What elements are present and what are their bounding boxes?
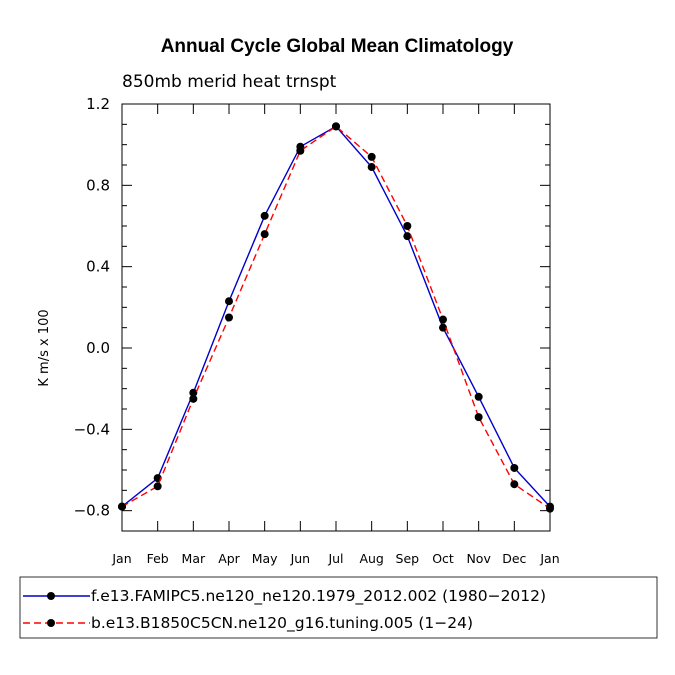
- legend-item-1: f.e13.FAMIPC5.ne120_ne120.1979_2012.002 …: [23, 587, 546, 606]
- y-tick-label: 0.8: [86, 176, 110, 194]
- y-tick-label: 0.4: [86, 258, 110, 276]
- legend-box: [19, 576, 658, 639]
- data-point: [260, 230, 269, 239]
- data-point: [510, 463, 519, 472]
- x-tick-label: Feb: [147, 551, 169, 566]
- chart-title: Annual Cycle Global Mean Climatology: [161, 36, 514, 57]
- y-tick-labels: −0.8 −0.4 0.0 0.4 0.8 1.2: [74, 95, 110, 520]
- series-line: [121, 125, 551, 508]
- series-line: [121, 125, 551, 510]
- x-tick-label: Jan: [539, 551, 559, 566]
- x-tick-labels: Jan Feb Mar Apr May Jun Jul Aug Sep Oct Nov Dec Jan: [111, 551, 559, 566]
- legend-marker: [47, 592, 55, 600]
- data-point: [367, 152, 376, 161]
- data-point: [474, 392, 483, 401]
- legend-marker: [47, 619, 55, 627]
- legend-item-2: b.e13.B1850C5CN.ne120_g16.tuning.005 (1−…: [23, 614, 473, 633]
- x-tick-label: Jun: [290, 551, 311, 566]
- data-point: [439, 315, 447, 324]
- data-point: [225, 313, 233, 322]
- x-tick-label: Mar: [182, 551, 206, 566]
- x-tick-label: Apr: [218, 551, 240, 566]
- x-tick-label: Sep: [396, 551, 420, 566]
- x-tick-label: Jan: [111, 551, 131, 566]
- legend: f.e13.FAMIPC5.ne120_ne120.1979_2012.002 …: [19, 576, 658, 639]
- legend-label: f.e13.FAMIPC5.ne120_ne120.1979_2012.002 …: [91, 587, 546, 606]
- data-point: [367, 163, 376, 172]
- y-tick-label: 0.0: [86, 339, 110, 357]
- plot-frame: [121, 103, 551, 532]
- ticks-layer: [121, 103, 551, 532]
- series-1: [118, 122, 554, 511]
- x-tick-label: Nov: [466, 551, 491, 566]
- data-point: [332, 122, 340, 131]
- series-2: [118, 122, 554, 513]
- x-tick-label: Oct: [432, 551, 454, 566]
- legend-items: f.e13.FAMIPC5.ne120_ne120.1979_2012.002 …: [23, 587, 546, 633]
- data-point: [189, 394, 198, 403]
- y-axis-label: K m/s x 100: [37, 309, 52, 386]
- x-tick-label: May: [252, 551, 278, 566]
- data-point: [510, 480, 519, 489]
- data-point: [474, 413, 483, 422]
- chart-subtitle: 850mb merid heat trnspt: [122, 72, 337, 92]
- y-tick-label: −0.8: [74, 502, 110, 520]
- data-point: [403, 232, 412, 241]
- data-point: [403, 222, 412, 230]
- legend-label: b.e13.B1850C5CN.ne120_g16.tuning.005 (1−…: [91, 614, 473, 633]
- y-tick-label: −0.4: [74, 420, 110, 438]
- data-point: [189, 388, 198, 397]
- series-layer: [118, 122, 554, 513]
- x-tick-label: Jul: [327, 551, 343, 566]
- data-point: [153, 482, 162, 491]
- data-point: [439, 323, 447, 332]
- x-tick-label: Aug: [359, 551, 383, 566]
- data-point: [296, 146, 305, 155]
- data-point: [225, 297, 233, 306]
- y-tick-label: 1.2: [86, 95, 110, 113]
- data-point: [260, 211, 269, 220]
- x-tick-label: Dec: [502, 551, 526, 566]
